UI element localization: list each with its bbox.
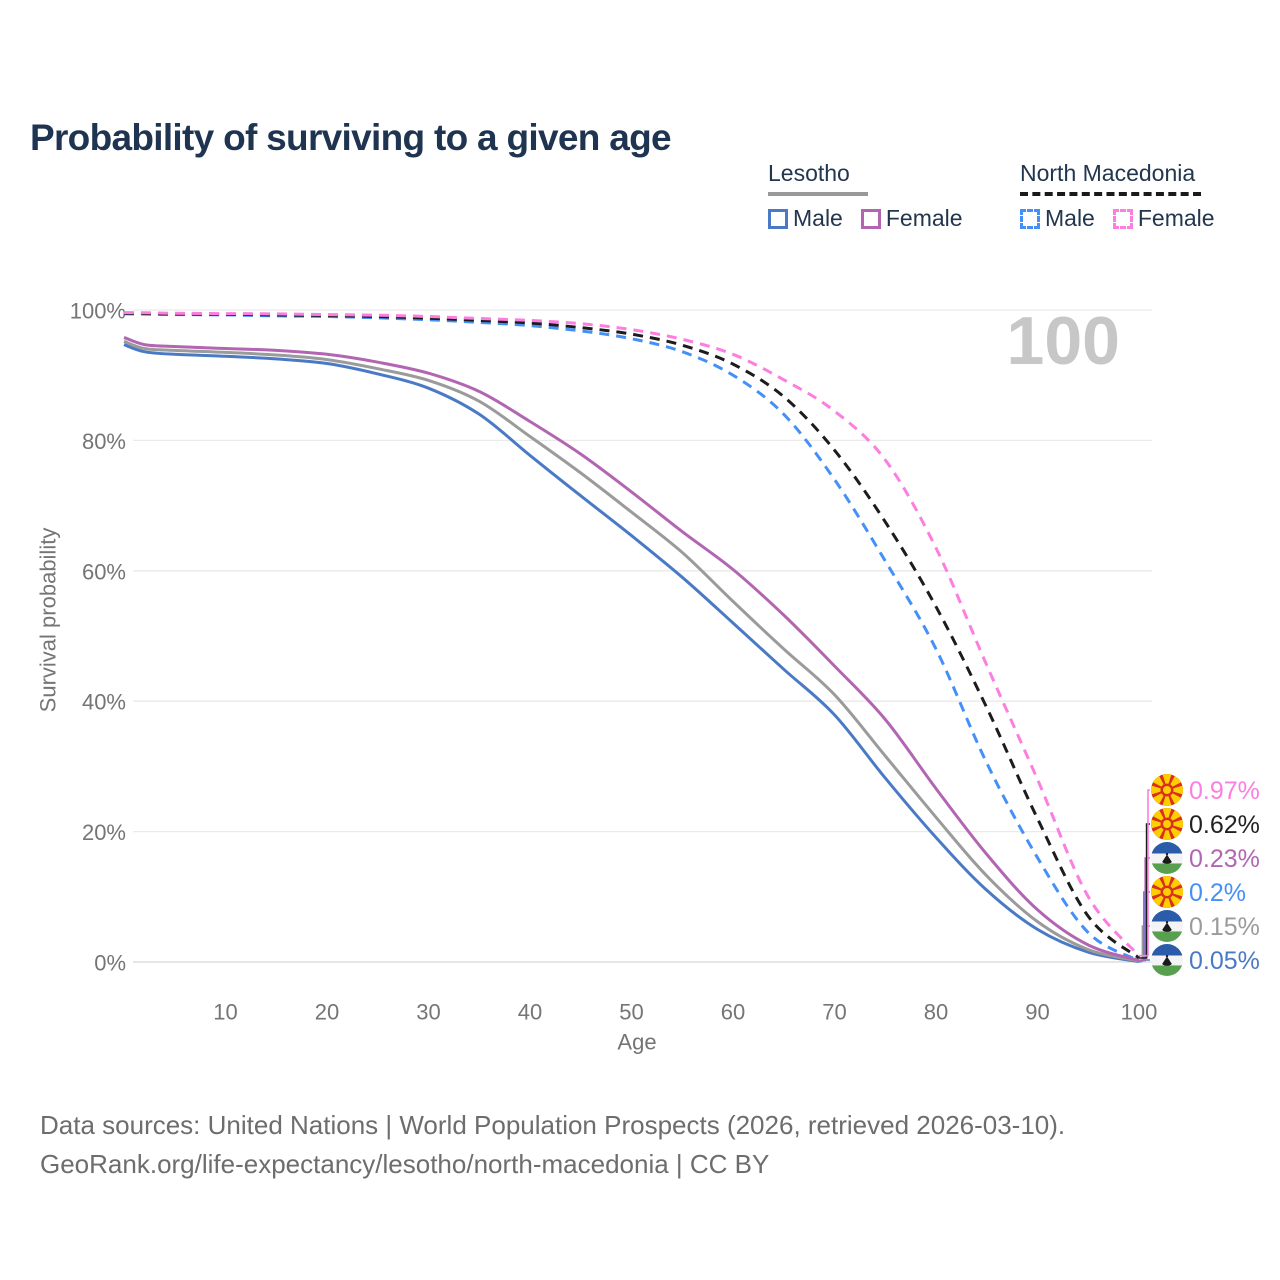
- north-macedonia-female-swatch-icon: [1112, 208, 1133, 229]
- north-macedonia-flag-icon: [1151, 774, 1183, 806]
- x-tick-label: 40: [518, 1000, 542, 1025]
- data-source-footer: Data sources: United Nations | World Pop…: [40, 1106, 1065, 1184]
- legend-item-lesotho-female[interactable]: Female: [860, 205, 963, 232]
- legend-item-label: Female: [1137, 205, 1215, 231]
- series-line-north-macedonia-both-sexes: [123, 311, 1140, 960]
- x-tick-label: 70: [822, 1000, 846, 1025]
- legend-group-lesotho: Lesotho Male Female: [768, 160, 981, 232]
- x-tick-label: 90: [1025, 1000, 1049, 1025]
- y-axis-title: Survival probability: [36, 528, 61, 713]
- legend-group-north-macedonia: North Macedonia Male Female: [1020, 160, 1233, 232]
- y-tick-label: 100%: [70, 299, 126, 324]
- age-watermark: 100: [1007, 303, 1120, 379]
- end-label-value: 0.97%: [1189, 777, 1260, 805]
- x-tick-label: 80: [924, 1000, 948, 1025]
- x-tick-label: 30: [416, 1000, 440, 1025]
- lesotho-flag-icon: [1151, 842, 1183, 874]
- north-macedonia-flag-icon: [1151, 876, 1183, 908]
- series-line-lesotho-female: [123, 335, 1140, 962]
- north-macedonia-male-swatch-icon: [1020, 208, 1040, 229]
- x-tick-label: 60: [721, 1000, 745, 1025]
- end-label-lesotho-both-sexes: 0.15%: [1151, 910, 1260, 942]
- end-label-connector: [1139, 789, 1150, 957]
- y-tick-label: 40%: [82, 690, 126, 715]
- x-tick-label: 100: [1121, 1000, 1158, 1025]
- end-label-lesotho-female: 0.23%: [1151, 842, 1260, 874]
- end-label-value: 0.23%: [1189, 845, 1260, 873]
- footer-line-2: GeoRank.org/life-expectancy/lesotho/nort…: [40, 1149, 770, 1179]
- end-label-value: 0.2%: [1189, 879, 1246, 907]
- end-label-value: 0.62%: [1189, 811, 1260, 839]
- lesotho-female-swatch-icon: [860, 208, 881, 229]
- legend-item-north-macedonia-female[interactable]: Female: [1112, 205, 1215, 232]
- lesotho-male-swatch-icon: [768, 208, 788, 229]
- series-line-north-macedonia-female: [123, 311, 1141, 957]
- legend: Lesotho Male Female North Macedonia Male…: [0, 160, 1280, 250]
- x-axis-title: Age: [617, 1030, 656, 1055]
- legend-country-north-macedonia: North Macedonia: [1020, 160, 1202, 196]
- y-tick-label: 20%: [82, 820, 126, 845]
- end-label-value: 0.05%: [1189, 947, 1260, 975]
- series-line-lesotho-male: [123, 343, 1140, 964]
- x-tick-label: 50: [619, 1000, 643, 1025]
- legend-item-label: Male: [793, 205, 843, 231]
- lesotho-flag-icon: [1151, 910, 1183, 942]
- legend-item-lesotho-male[interactable]: Male: [768, 205, 843, 232]
- end-label-north-macedonia-both-sexes: 0.62%: [1151, 808, 1260, 840]
- y-tick-label: 60%: [82, 559, 126, 584]
- lesotho-flag-icon: [1151, 944, 1183, 976]
- legend-item-label: Female: [885, 205, 963, 231]
- legend-country-lesotho: Lesotho: [768, 160, 868, 196]
- legend-item-label: Male: [1045, 205, 1095, 231]
- end-label-north-macedonia-female: 0.97%: [1151, 774, 1260, 806]
- x-tick-label: 20: [315, 1000, 339, 1025]
- end-label-value: 0.15%: [1189, 913, 1260, 941]
- footer-line-1: Data sources: United Nations | World Pop…: [40, 1110, 1066, 1140]
- y-tick-label: 80%: [82, 429, 126, 454]
- end-label-lesotho-male: 0.05%: [1151, 944, 1260, 976]
- legend-item-north-macedonia-male[interactable]: Male: [1020, 205, 1095, 232]
- north-macedonia-flag-icon: [1151, 808, 1183, 840]
- y-tick-label: 0%: [94, 951, 126, 976]
- series-line-lesotho-both-sexes: [123, 339, 1140, 963]
- x-tick-label: 10: [213, 1000, 237, 1025]
- series-line-north-macedonia-male: [123, 312, 1140, 963]
- page-title: Probability of surviving to a given age: [30, 116, 672, 158]
- end-label-north-macedonia-male: 0.2%: [1151, 876, 1246, 908]
